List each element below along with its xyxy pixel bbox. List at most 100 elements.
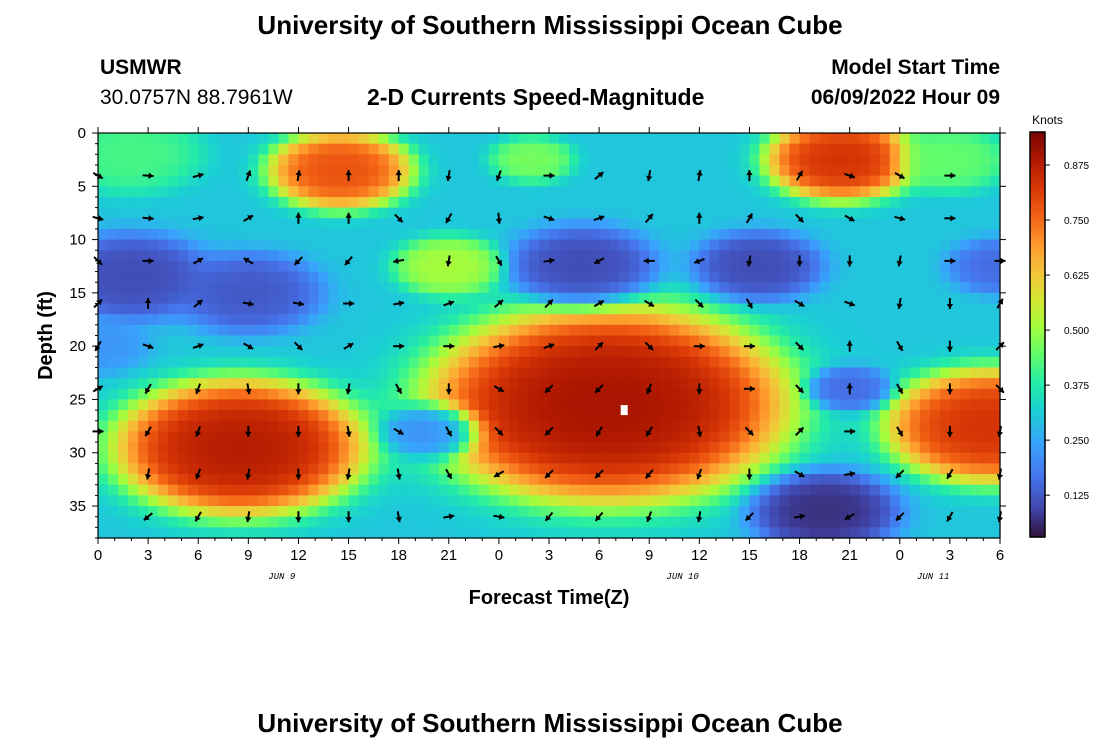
- heatmap-cell: [268, 452, 279, 464]
- heatmap-cell: [689, 218, 700, 230]
- heatmap-cell: [538, 143, 550, 155]
- heatmap-cell: [308, 186, 320, 198]
- heatmap-cell: [569, 324, 580, 337]
- heatmap-cell: [629, 282, 640, 294]
- heatmap-cell: [699, 431, 710, 443]
- x-tick-label: 9: [244, 547, 252, 564]
- heatmap-cell: [138, 324, 149, 337]
- vector-head: [646, 388, 653, 394]
- heatmap-cell: [929, 367, 941, 379]
- heatmap-cell: [669, 143, 680, 155]
- heatmap-cell: [759, 378, 771, 390]
- heatmap-cell: [398, 324, 410, 337]
- heatmap-cell: [348, 228, 360, 241]
- heatmap-cell: [238, 143, 249, 155]
- heatmap-cell: [178, 346, 189, 358]
- current-vector-arrow: [594, 511, 604, 522]
- heatmap-cell: [729, 303, 741, 315]
- heatmap-cell: [428, 292, 440, 305]
- heatmap-cell: [839, 346, 851, 358]
- current-vector-arrow: [846, 340, 853, 352]
- heatmap-cell: [959, 463, 971, 475]
- vector-head: [97, 215, 104, 222]
- heatmap-cell: [388, 463, 400, 475]
- heatmap-cell: [619, 154, 630, 166]
- heatmap-cell: [789, 399, 801, 411]
- heatmap-cell: [518, 442, 530, 454]
- heatmap-cell: [348, 239, 360, 251]
- heatmap-cell: [559, 324, 570, 337]
- heatmap-cell: [208, 516, 219, 528]
- heatmap-cell: [488, 378, 500, 390]
- heatmap-cell: [839, 154, 851, 166]
- heatmap-cell: [278, 346, 290, 358]
- heatmap-cell: [508, 133, 520, 145]
- heatmap-cell: [939, 324, 951, 337]
- heatmap-cell: [709, 420, 720, 433]
- colorbar-swatch: [1030, 449, 1045, 454]
- heatmap-cell: [819, 260, 831, 273]
- heatmap-cell: [338, 463, 350, 475]
- heatmap-cell: [929, 495, 941, 507]
- heatmap-cell: [288, 378, 300, 390]
- heatmap-cell: [849, 356, 861, 369]
- heatmap-cell: [258, 207, 269, 219]
- current-vector-arrow: [844, 470, 856, 478]
- heatmap-cell: [729, 442, 741, 454]
- heatmap-cell: [849, 143, 861, 155]
- heatmap-cell: [198, 463, 209, 475]
- current-vector-arrow: [445, 170, 452, 182]
- heatmap-cell: [819, 239, 831, 251]
- heatmap-cell: [328, 506, 340, 518]
- heatmap-cell: [208, 207, 219, 219]
- heatmap-cell: [378, 452, 390, 464]
- heatmap-cell: [749, 260, 761, 273]
- heatmap-cell: [809, 399, 821, 411]
- heatmap-cell: [418, 250, 430, 262]
- heatmap-cell: [649, 335, 660, 347]
- heatmap-cell: [909, 282, 921, 294]
- heatmap-cell: [739, 175, 751, 187]
- current-vector-arrow: [844, 214, 855, 222]
- current-vector-arrow: [245, 170, 252, 182]
- heatmap-cell: [488, 175, 500, 187]
- heatmap-cell: [168, 367, 179, 379]
- heatmap-cell: [388, 431, 400, 443]
- heatmap-cell: [859, 506, 871, 518]
- heatmap-cell: [438, 260, 450, 273]
- y-tick-label: 25: [69, 391, 86, 408]
- heatmap-cell: [338, 143, 350, 155]
- heatmap-cell: [939, 516, 951, 528]
- colorbar-swatch: [1030, 472, 1045, 477]
- heatmap-cell: [438, 218, 450, 230]
- heatmap-cell: [288, 314, 300, 326]
- heatmap-cell: [899, 399, 911, 411]
- heatmap-cell: [719, 186, 730, 198]
- heatmap-cell: [989, 282, 1001, 294]
- vector-head: [897, 345, 903, 351]
- heatmap-cell: [148, 303, 159, 315]
- heatmap-cell: [569, 474, 580, 486]
- x-tick-label: 3: [545, 547, 553, 564]
- heatmap-cell: [669, 164, 680, 177]
- heatmap-cell: [188, 196, 199, 209]
- heatmap-cell: [559, 133, 570, 145]
- heatmap-cell: [779, 186, 791, 198]
- colorbar-swatch: [1030, 334, 1045, 339]
- heatmap-cell: [138, 410, 149, 422]
- heatmap-cell: [278, 324, 290, 337]
- heatmap-cell: [158, 260, 169, 273]
- heatmap-cell: [669, 175, 680, 187]
- heatmap-cell: [869, 292, 881, 305]
- heatmap-cell: [178, 367, 189, 379]
- heatmap-cell: [228, 164, 239, 177]
- current-vector-arrow: [946, 298, 954, 309]
- heatmap-cell: [308, 303, 320, 315]
- heatmap-cell: [118, 324, 129, 337]
- heatmap-cell: [559, 260, 570, 273]
- heatmap-cell: [959, 506, 971, 518]
- heatmap-cell: [158, 388, 169, 401]
- colorbar-swatch: [1030, 408, 1045, 413]
- heatmap-cell: [629, 378, 640, 390]
- heatmap-cell: [669, 207, 680, 219]
